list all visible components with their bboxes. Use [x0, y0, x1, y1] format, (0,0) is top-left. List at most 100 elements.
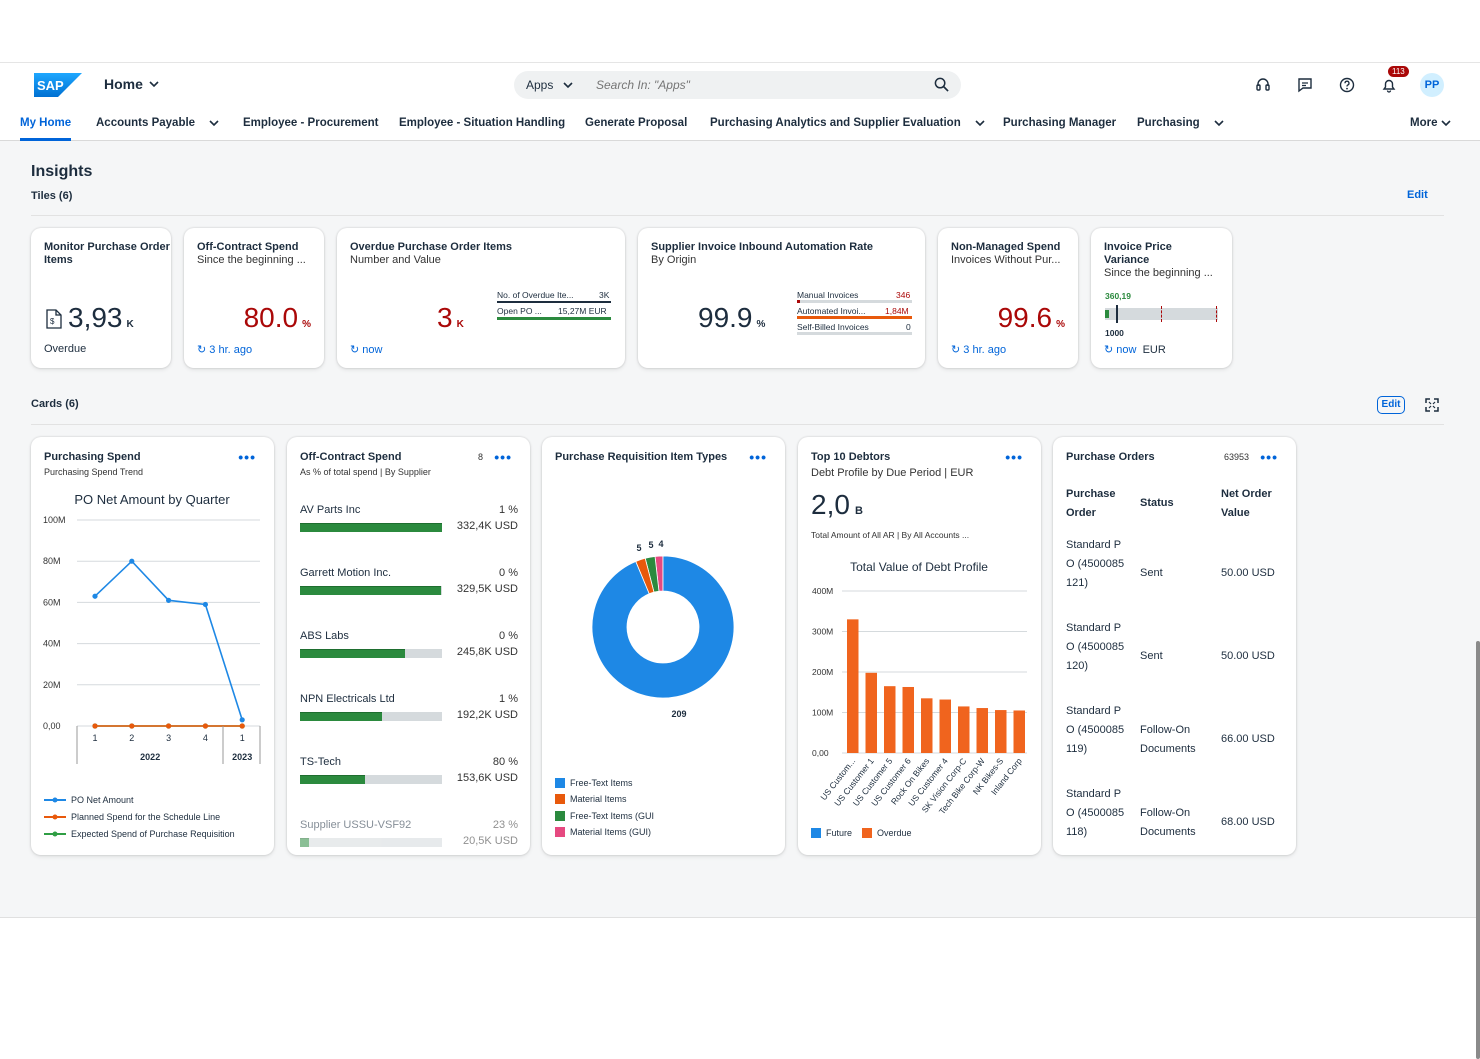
expand-icon[interactable]: [1424, 397, 1440, 413]
po-order-cell[interactable]: Standard PO (4500085121): [1066, 539, 1125, 589]
card-subtitle: Debt Profile by Due Period | EUR: [811, 467, 974, 479]
tile-refresh-time: 3 hr. ago: [209, 344, 253, 356]
cards-header: Cards (6): [31, 398, 79, 410]
home-menu-label: Home: [104, 76, 143, 92]
refresh-icon: ↻: [197, 344, 207, 356]
chevron-down-icon: [209, 120, 219, 127]
microchart-bar: [797, 316, 912, 319]
tile-kpi-unit: %: [1056, 319, 1065, 330]
tiles-edit-link[interactable]: Edit: [1407, 189, 1428, 201]
bar: [939, 699, 951, 753]
supplier-name: Garrett Motion Inc.: [300, 567, 392, 579]
tile-kpi: 99.9%: [698, 302, 765, 334]
tile-footer: ↻ now: [350, 343, 382, 356]
tab-generate-proposal[interactable]: Generate Proposal: [585, 117, 687, 129]
card-title[interactable]: Off-Contract Spend: [300, 451, 402, 463]
feedback-button[interactable]: [1294, 74, 1316, 96]
document-icon: $: [46, 309, 62, 329]
card-menu-button[interactable]: •••: [494, 449, 512, 465]
sap-logo[interactable]: SAP: [34, 73, 82, 97]
tab-more[interactable]: More: [1410, 117, 1452, 129]
tile-off-contract-spend[interactable]: Off-Contract Spend Since the beginning .…: [184, 228, 324, 368]
debtors-kpi-value: 2,0: [811, 489, 850, 520]
data-label: 5: [648, 540, 653, 550]
card-menu-button[interactable]: •••: [1005, 449, 1023, 465]
debtors-kpi-unit: B: [854, 505, 863, 517]
tab-label: Employee - Situation Handling: [399, 117, 566, 129]
supplier-amount: 20,5K USD: [462, 835, 518, 847]
y-tick-label: 0,00: [812, 748, 829, 758]
search-bar: Apps: [514, 71, 961, 99]
tab-label: Purchasing Analytics and Supplier Evalua…: [710, 117, 961, 129]
microchart-value: 1,84M: [885, 306, 909, 316]
tab-my-home[interactable]: My Home: [20, 117, 72, 141]
help-icon: [1339, 77, 1355, 93]
card-title[interactable]: Purchasing Spend: [44, 451, 141, 463]
tile-invoice-price-variance[interactable]: Invoice Price Variance Since the beginni…: [1091, 228, 1232, 368]
microchart-label: Self-Billed Invoices: [797, 322, 869, 332]
tile-refresh-time: 3 hr. ago: [963, 344, 1007, 356]
legend-swatch: [555, 778, 565, 788]
card-menu-button[interactable]: •••: [238, 449, 256, 465]
bullet-chart-track: [1105, 305, 1218, 323]
tab-purchasing[interactable]: Purchasing: [1137, 117, 1224, 129]
tile-title: Off-Contract Spend: [197, 241, 299, 253]
tab-employee-procurement[interactable]: Employee - Procurement: [243, 117, 378, 129]
po-value-cell: 50.00 USD: [1221, 650, 1275, 662]
tab-purchasing-manager[interactable]: Purchasing Manager: [1003, 117, 1116, 129]
tile-monitor-po-items[interactable]: Monitor Purchase Order Items $ 3,93 K Ove…: [31, 228, 171, 368]
column-header-purchase-order: Purchase Order: [1066, 488, 1116, 519]
tab-purchasing-analytics[interactable]: Purchasing Analytics and Supplier Evalua…: [710, 117, 985, 129]
tab-employee-situation-handling[interactable]: Employee - Situation Handling: [399, 117, 565, 129]
home-menu-button[interactable]: Home: [104, 76, 159, 92]
data-point: [202, 723, 208, 729]
legend-label: Free-Text Items (GUI: [570, 811, 655, 821]
card-title[interactable]: Purchase Requisition Item Types: [555, 451, 728, 463]
card-title[interactable]: Top 10 Debtors: [811, 451, 891, 463]
po-order-cell[interactable]: Standard PO (4500085119): [1066, 705, 1125, 755]
tile-subtitle: Since the beginning ...: [1104, 267, 1213, 279]
legend-swatch: [811, 828, 821, 838]
cards-edit-button[interactable]: Edit: [1377, 396, 1405, 414]
page-scrollbar[interactable]: [1476, 641, 1480, 1059]
help-button[interactable]: [1336, 74, 1358, 96]
search-icon[interactable]: [934, 77, 949, 92]
tile-kpi-unit: %: [302, 319, 311, 330]
card-menu-button[interactable]: •••: [749, 449, 767, 465]
po-order-cell[interactable]: Standard PO (4500085118): [1066, 788, 1125, 838]
supplier-percent: 1 %: [499, 504, 518, 516]
search-input[interactable]: [586, 78, 906, 92]
bullet-target-value: 1000: [1105, 328, 1124, 338]
user-avatar[interactable]: PP: [1420, 73, 1444, 97]
y-tick-label: 400M: [812, 586, 833, 596]
po-order-cell[interactable]: Standard PO (4500085120): [1066, 622, 1125, 672]
shell-bar: SAP Home Apps 113 PP: [0, 64, 1480, 106]
support-button[interactable]: [1252, 74, 1274, 96]
search-scope-select[interactable]: Apps: [514, 78, 586, 92]
legend-label: Expected Spend of Purchase Requisition: [71, 829, 235, 839]
tile-overdue-po-items[interactable]: Overdue Purchase Order Items Number and …: [337, 228, 625, 368]
tile-subtitle: Since the beginning ...: [197, 254, 306, 266]
legend-label: Future: [826, 828, 853, 838]
tab-accounts-payable[interactable]: Accounts Payable: [96, 117, 219, 129]
y-tick-label: 20M: [43, 680, 61, 690]
po-value-cell: 50.00 USD: [1221, 567, 1275, 579]
card-title[interactable]: Purchase Orders: [1066, 451, 1155, 463]
legend-line-marker: [44, 814, 66, 820]
data-label: 4: [658, 539, 663, 549]
bar: [865, 672, 877, 753]
card-menu-button[interactable]: •••: [1260, 449, 1278, 465]
refresh-icon: ↻: [1104, 344, 1114, 356]
supplier-percent: 80 %: [492, 756, 518, 768]
tile-non-managed-spend[interactable]: Non-Managed Spend Invoices Without Pur..…: [938, 228, 1078, 368]
tile-invoice-automation-rate[interactable]: Supplier Invoice Inbound Automation Rate…: [638, 228, 925, 368]
svg-text:SAP: SAP: [37, 78, 64, 93]
tiles-divider: [31, 215, 1444, 216]
legend-item: Planned Spend for the Schedule Line: [44, 812, 220, 822]
data-point: [166, 597, 172, 603]
card-top-debtors: Top 10 Debtors Debt Profile by Due Perio…: [798, 437, 1041, 855]
bullet-threshold: [1216, 306, 1217, 322]
notifications-button[interactable]: 113: [1378, 66, 1409, 96]
microchart-bar: [797, 332, 912, 335]
